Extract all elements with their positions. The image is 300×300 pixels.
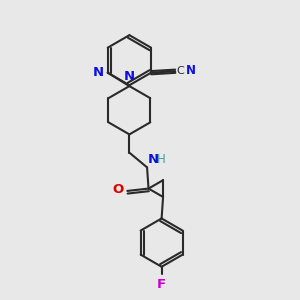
- Text: N: N: [124, 70, 135, 83]
- Text: O: O: [112, 183, 123, 196]
- Text: H: H: [157, 153, 165, 166]
- Text: C: C: [176, 66, 184, 76]
- Text: N: N: [93, 66, 104, 79]
- Text: N: N: [186, 64, 196, 77]
- Text: N: N: [148, 153, 159, 166]
- Text: F: F: [157, 278, 166, 291]
